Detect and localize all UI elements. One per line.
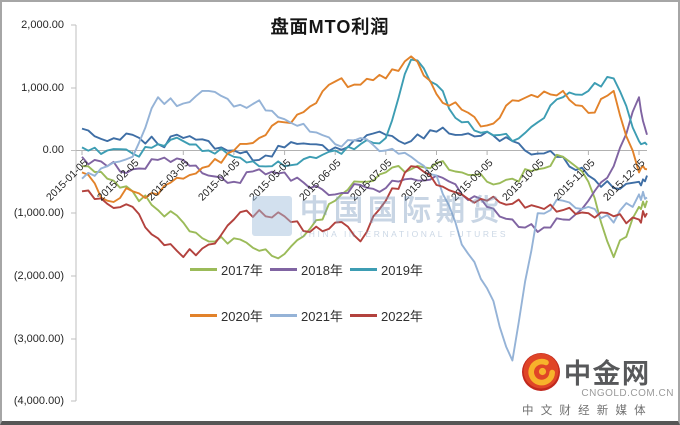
zero-axis-line	[76, 150, 647, 155]
y-axis-label-n4000: (4,000.00)	[13, 395, 64, 407]
series-line-2018年	[81, 96, 648, 233]
y-axis-label-2000: 2,000.00	[21, 19, 64, 31]
y-axis-label-n2000: (2,000.00)	[13, 270, 64, 282]
legend-row-2: 2020年 2021年 2022年	[190, 306, 430, 325]
legend-label-2018: 2018年	[301, 263, 343, 278]
y-axis-line	[71, 24, 77, 402]
legend-label-2022: 2022年	[381, 309, 423, 324]
series-line-2019年	[81, 58, 648, 168]
y-axis-label-0: 0.00	[42, 144, 64, 156]
legend-item-2018: 2018年	[270, 260, 350, 279]
legend-swatch-2022	[350, 314, 377, 317]
legend-item-2021: 2021年	[270, 306, 350, 325]
site-logo-domain: CNGOLD.COM.CN	[581, 388, 674, 399]
cngold-logo-icon	[522, 352, 560, 391]
series-line-unlabeled	[81, 126, 648, 190]
legend-item-2020: 2020年	[190, 306, 270, 325]
site-logo-name: 中金网	[564, 359, 651, 389]
legend-label-2019: 2019年	[381, 263, 423, 278]
legend-swatch-2021	[270, 314, 297, 317]
legend-label-2017: 2017年	[221, 263, 263, 278]
legend-item-2019: 2019年	[350, 260, 430, 279]
site-logo: 中金网 CNGOLD.COM.CN 中 文 财 经 新 媒 体	[522, 352, 674, 418]
legend-item-2022: 2022年	[350, 306, 430, 325]
y-axis-label-n1000: (1,000.00)	[13, 207, 64, 219]
site-logo-tagline: 中 文 财 经 新 媒 体	[522, 405, 648, 417]
legend-row-1: 2017年 2018年 2019年	[190, 260, 430, 279]
legend-label-2021: 2021年	[301, 309, 343, 324]
y-axis-label-n3000: (3,000.00)	[13, 333, 64, 345]
series-line-2020年	[81, 55, 648, 203]
legend-swatch-2020	[190, 314, 217, 317]
series-line-2017年	[81, 153, 648, 260]
series-line-2022年	[81, 165, 648, 259]
y-axis-label-1000: 1,000.00	[21, 82, 64, 94]
legend-swatch-2019	[350, 268, 377, 271]
legend-label-2020: 2020年	[221, 309, 263, 324]
legend-item-2017: 2017年	[190, 260, 270, 279]
legend-swatch-2017	[190, 268, 217, 271]
legend-swatch-2018	[270, 268, 297, 271]
chart-title: 盘面MTO利润	[270, 17, 390, 37]
series-line-2021年	[81, 89, 648, 362]
